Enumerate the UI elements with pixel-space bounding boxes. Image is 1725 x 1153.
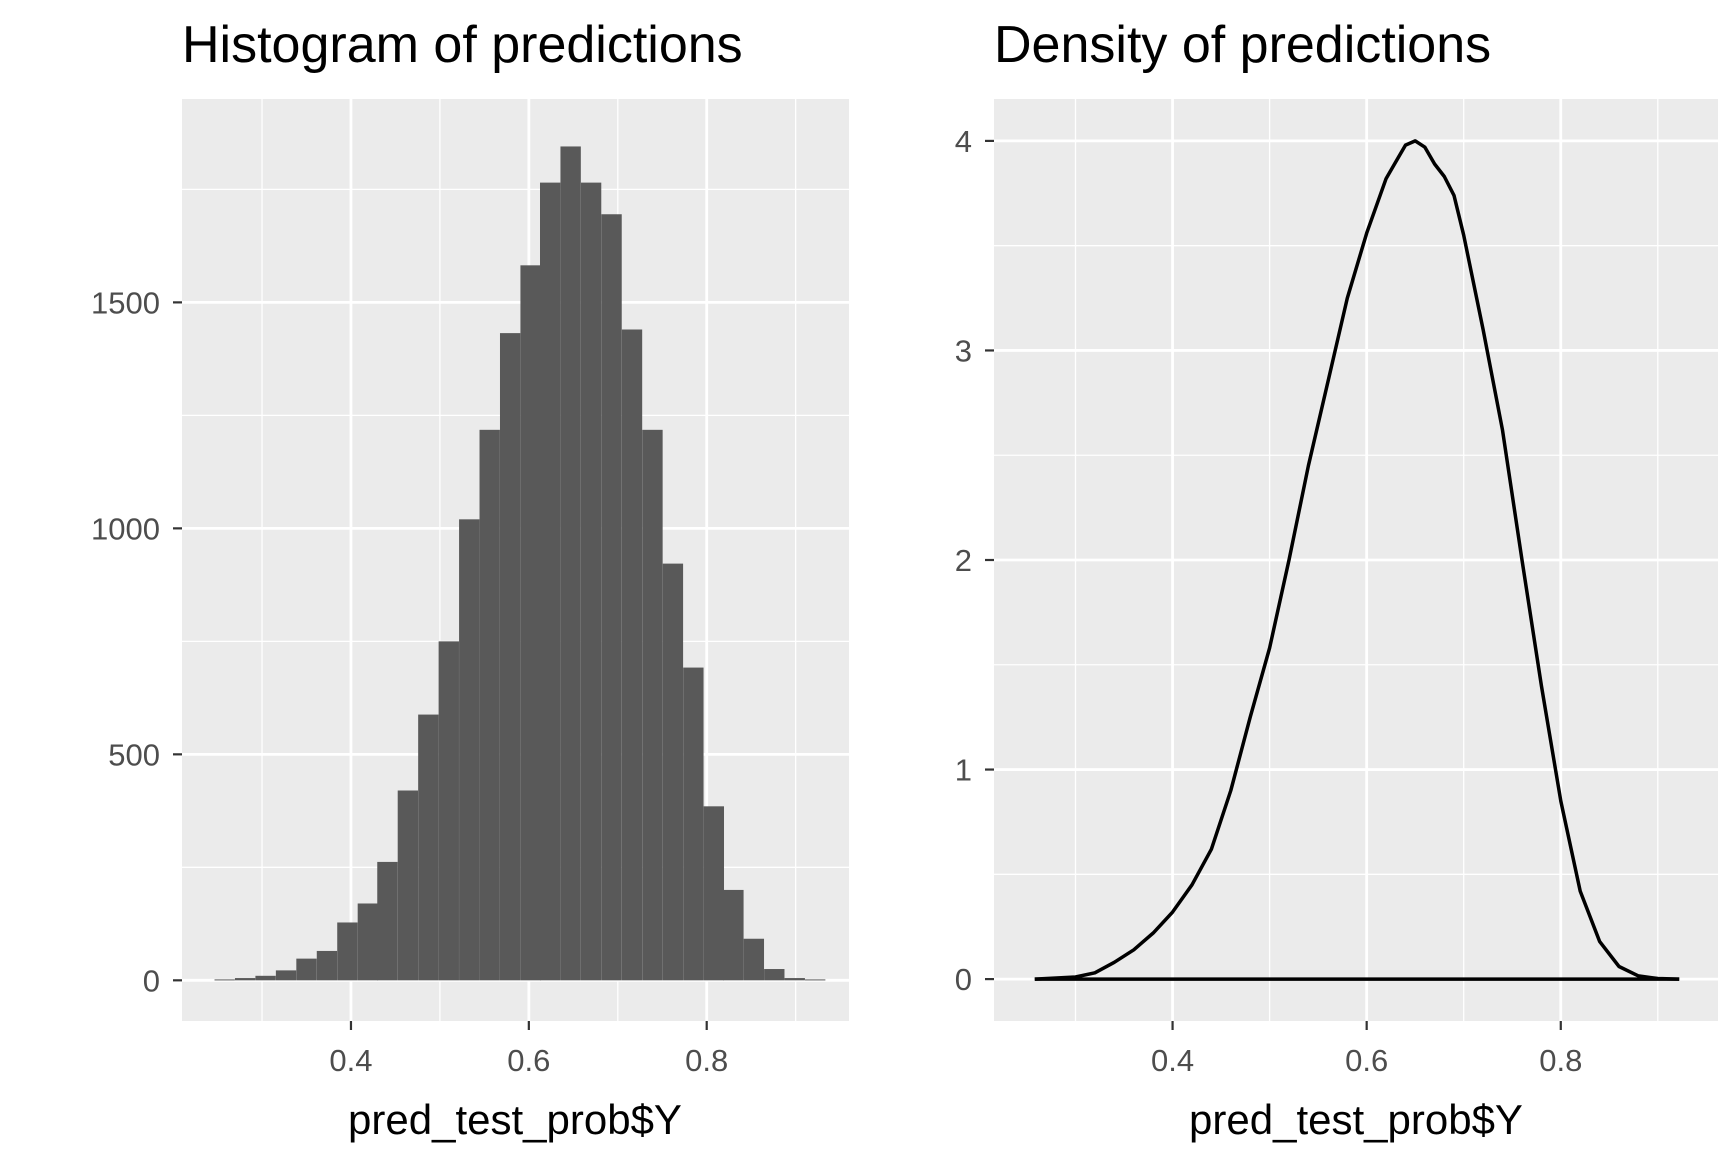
histogram-axis-ticks: [173, 301, 708, 1030]
density-y-tick-label: 4: [955, 124, 972, 159]
histogram-bar: [580, 182, 602, 981]
histogram-bar: [805, 979, 826, 981]
histogram-bar: [397, 790, 419, 981]
density-y-tick-label: 3: [955, 333, 972, 368]
histogram-bar: [621, 329, 643, 981]
histogram-bar: [296, 958, 317, 981]
histogram-bar: [275, 970, 297, 981]
histogram-bar: [214, 979, 235, 981]
histogram-bar: [479, 429, 500, 981]
histogram-x-tick-label: 0.8: [685, 1043, 728, 1078]
histogram-bar: [255, 975, 276, 981]
histogram-bar: [703, 806, 725, 981]
density-x-axis-label: pred_test_prob$Y: [1189, 1096, 1523, 1143]
histogram-bar: [438, 641, 459, 981]
histogram-bar: [743, 938, 765, 981]
density-x-tick-label: 0.6: [1345, 1043, 1388, 1078]
histogram-bar: [499, 333, 521, 981]
density-y-tick-label: 0: [955, 962, 972, 997]
density-y-tick-label: 1: [955, 753, 972, 788]
histogram-bar: [234, 978, 256, 981]
density-x-tick-label: 0.4: [1151, 1043, 1194, 1078]
density-curve: [1034, 139, 1680, 981]
histogram-y-tick-label: 500: [108, 737, 160, 772]
histogram-bar: [337, 922, 358, 981]
histogram-x-axis-label: pred_test_prob$Y: [348, 1096, 682, 1143]
histogram-bar: [560, 146, 581, 981]
histogram-y-tick-label: 1500: [91, 285, 160, 320]
histogram-x-tick-label: 0.4: [329, 1043, 372, 1078]
density-title: Density of predictions: [994, 16, 1491, 74]
histogram-bar: [459, 519, 480, 981]
histogram-bar: [764, 969, 785, 981]
histogram-bar: [357, 903, 379, 981]
density-axis-ticks: [985, 139, 1562, 1030]
histogram-bar: [662, 563, 684, 981]
histogram-bar: [784, 978, 805, 981]
histogram-bar: [683, 667, 704, 981]
histogram-bar: [377, 861, 398, 981]
histogram-bar: [540, 182, 561, 981]
histogram-title: Histogram of predictions: [182, 16, 743, 74]
histogram-y-tick-label: 1000: [91, 511, 160, 546]
histogram-chart: Histogram of predictions 0.4 0.6 0.8 0 5…: [91, 16, 849, 1143]
histogram-y-tick-label: 0: [143, 963, 160, 998]
density-x-tick-label: 0.8: [1539, 1043, 1582, 1078]
density-gridlines: [994, 99, 1718, 1021]
histogram-bar: [520, 265, 541, 981]
histogram-x-tick-label: 0.6: [507, 1043, 550, 1078]
histogram-bar: [601, 214, 622, 981]
histogram-bar: [723, 889, 744, 981]
density-chart: Density of predictions 0.4 0.6 0.8 0 1 2…: [955, 16, 1718, 1143]
histogram-bars: [214, 146, 826, 981]
histogram-bar: [642, 429, 663, 981]
histogram-bar: [418, 714, 439, 981]
density-y-tick-label: 2: [955, 543, 972, 578]
histogram-bar: [316, 950, 338, 981]
